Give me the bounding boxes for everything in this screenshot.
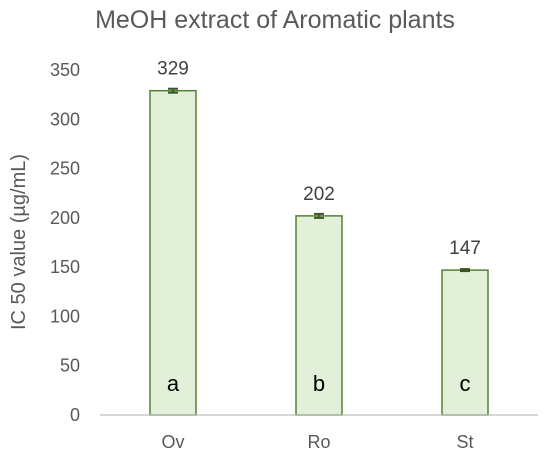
data-label: 329 bbox=[157, 59, 189, 80]
y-axis: 0 50 100 150 200 250 300 350 bbox=[50, 60, 80, 425]
data-label: 147 bbox=[449, 238, 481, 259]
x-tick-label: Ro bbox=[307, 432, 330, 452]
chart-title: MeOH extract of Aromatic plants bbox=[95, 6, 455, 34]
x-tick-label: Ov bbox=[161, 432, 184, 452]
bars: 329 a 202 b 147 c bbox=[149, 59, 489, 416]
bar-ov bbox=[149, 89, 197, 416]
y-tick-label: 150 bbox=[50, 257, 80, 277]
x-axis: Ov Ro St bbox=[100, 414, 538, 452]
y-tick-label: 200 bbox=[50, 208, 80, 228]
group-letter: a bbox=[167, 371, 180, 396]
x-tick-label: St bbox=[456, 432, 473, 452]
data-label: 202 bbox=[303, 184, 335, 205]
bar-st bbox=[441, 269, 489, 416]
group-letter: b bbox=[313, 371, 325, 396]
bar-ro bbox=[295, 215, 343, 416]
y-tick-label: 250 bbox=[50, 159, 80, 179]
y-tick-label: 300 bbox=[50, 109, 80, 129]
y-tick-label: 100 bbox=[50, 306, 80, 326]
y-tick-label: 350 bbox=[50, 60, 80, 80]
y-tick-label: 50 bbox=[60, 356, 80, 376]
y-tick-label: 0 bbox=[70, 405, 80, 425]
y-axis-label: IC 50 value (µg/mL) bbox=[8, 154, 30, 330]
group-letter: c bbox=[460, 371, 471, 396]
